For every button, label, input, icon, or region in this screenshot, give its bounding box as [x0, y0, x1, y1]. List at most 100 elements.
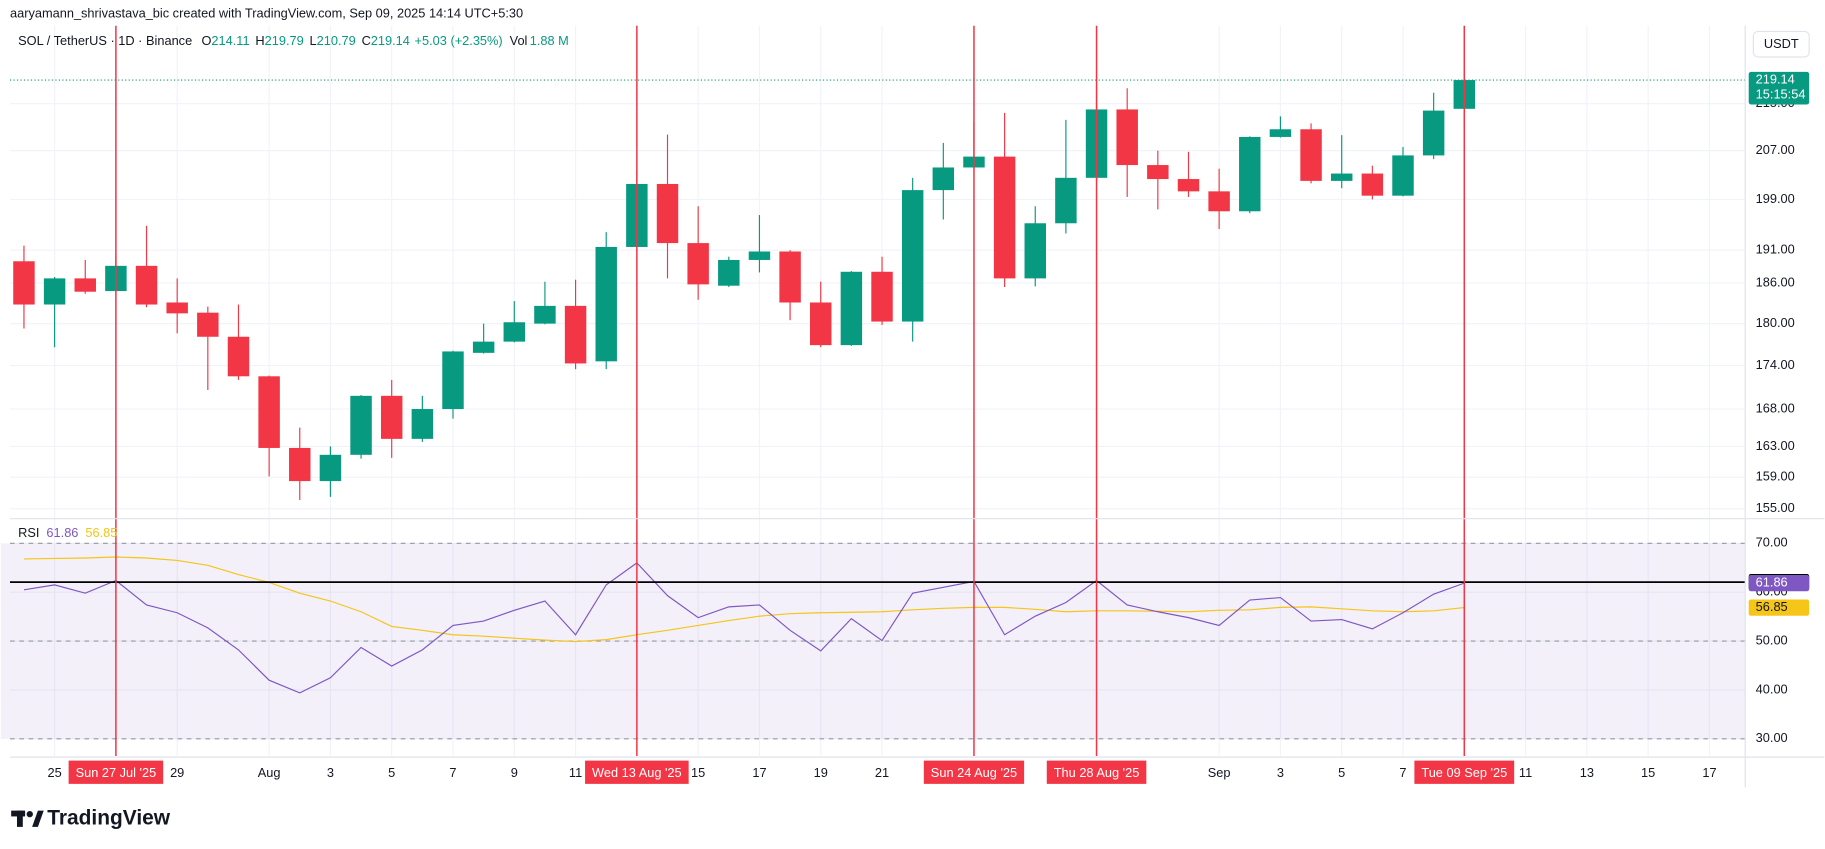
- x-tick-label: 11: [1519, 765, 1532, 780]
- legend-change: +5.03 (+2.35%): [415, 33, 503, 48]
- logo: TradingView: [11, 806, 171, 829]
- rsi-tick-label: 40.00: [1756, 681, 1788, 696]
- rsi-tick-label: 70.00: [1756, 535, 1788, 550]
- y-tick-label: 207.00: [1756, 142, 1795, 157]
- candle-body: [779, 251, 801, 303]
- rsi-ma-badge-box: [1748, 599, 1810, 616]
- candle-body: [442, 351, 464, 410]
- last-price-badge-text: 219.14: [1756, 71, 1795, 86]
- rsi-line: [23, 562, 1465, 694]
- marker-label-box: [923, 760, 1025, 784]
- rsi-badge-box: [1748, 574, 1810, 592]
- x-tick-label: Aug: [258, 765, 281, 780]
- legend-open: 214.11: [211, 33, 249, 48]
- y-tick-label: 159.00: [1756, 469, 1795, 484]
- candle-body: [1116, 109, 1138, 166]
- candle-body: [258, 376, 280, 448]
- candle-body: [350, 395, 372, 455]
- marker-label-text: Thu 28 Aug '25: [1054, 765, 1140, 780]
- legend: SOL / TetherUS · 1D · Binance O 214.11 H 219…: [18, 33, 569, 540]
- marker-label: Thu 28 Aug '25: [1046, 760, 1147, 784]
- marker-label: Wed 13 Aug '25: [585, 760, 689, 784]
- y-tick-label: 191.00: [1756, 242, 1795, 257]
- rsi-badge-text: 61.86: [1756, 574, 1788, 589]
- rsi-tick-label: 30.00: [1756, 730, 1788, 745]
- legend-l: L: [310, 33, 317, 48]
- last-price-badge-box: [1748, 71, 1810, 105]
- candle-body: [135, 265, 158, 305]
- candle-body: [1147, 165, 1169, 180]
- x-tick-label: 9: [511, 765, 518, 780]
- y-tick-label: 163.00: [1756, 438, 1795, 453]
- y-tick-label: 155.00: [1756, 500, 1795, 515]
- marker-label-text: Tue 09 Sep '25: [1421, 765, 1507, 780]
- candle-body: [1055, 177, 1077, 224]
- axes: 25 29 Aug 3 5 7 9 11 15 17 19 21 Sep 3 5 7 11 13 15 17 155.0…: [47, 71, 1810, 784]
- x-tick-label: 5: [1338, 765, 1345, 780]
- marker-label: Tue 09 Sep '25: [1414, 760, 1515, 784]
- candle-body: [74, 278, 96, 292]
- logo-stem: [16, 810, 23, 827]
- rsi-pane: [0, 542, 1746, 740]
- candle-body: [748, 251, 771, 260]
- x-tick-label: 21: [875, 765, 889, 780]
- currency-box[interactable]: [1752, 30, 1810, 58]
- candle-body: [595, 246, 617, 362]
- candle-body: [718, 259, 740, 286]
- marker-label-box: [585, 760, 689, 784]
- candle-body: [227, 336, 250, 377]
- x-tick-label: 7: [1399, 765, 1406, 780]
- candle-body: [564, 305, 587, 364]
- marker-label: Sun 24 Aug '25: [923, 760, 1025, 784]
- markers: [115, 25, 1466, 756]
- legend-o: O: [201, 33, 211, 48]
- y-tick-label: 174.00: [1756, 357, 1795, 372]
- logo-dot: [26, 810, 33, 818]
- x-tick-label: 5: [388, 765, 395, 780]
- marker-label-box: [68, 760, 164, 784]
- rsi-ma-badge: 56.85: [1748, 599, 1810, 616]
- legend-title: SOL / TetherUS · 1D · Binance: [18, 33, 192, 48]
- candle-body: [1422, 110, 1445, 156]
- y-tick-label: 186.00: [1756, 274, 1795, 289]
- legend-volume: 1.88 M: [530, 33, 569, 48]
- legend-low: 210.79: [317, 33, 356, 48]
- candle-body: [1269, 129, 1292, 137]
- candle-body: [1177, 179, 1200, 192]
- candle-body: [534, 305, 556, 324]
- candle-body: [901, 190, 924, 322]
- candle-body: [1392, 155, 1414, 196]
- rsi-value: 61.86: [46, 525, 78, 540]
- x-tick-label: 15: [1641, 765, 1655, 780]
- currency[interactable]: USDT: [1764, 36, 1799, 51]
- x-tick-label: 11: [569, 765, 582, 780]
- candle-body: [993, 156, 1016, 279]
- currency-button[interactable]: USDT: [1752, 30, 1810, 58]
- candle-body: [472, 341, 495, 353]
- candle-body: [411, 409, 434, 439]
- candle-body: [503, 322, 526, 342]
- rsi-ma-badge-text: 56.85: [1756, 599, 1788, 614]
- x-tick-label: Sep: [1208, 765, 1231, 780]
- rsi-title: RSI: [18, 525, 39, 540]
- candle-body: [840, 271, 863, 346]
- x-tick-label: 7: [449, 765, 456, 780]
- logo-wedge: [32, 810, 44, 827]
- rsi-ma-value: 56.85: [85, 525, 117, 540]
- x-tick-label: 3: [1277, 765, 1284, 780]
- x-tick-label: 29: [170, 765, 184, 780]
- candle-body: [810, 302, 832, 346]
- marker-label-text: Sun 24 Aug '25: [931, 765, 1017, 780]
- x-tick-label: 3: [327, 765, 334, 780]
- rsi-tick-label: 50.00: [1756, 632, 1788, 647]
- x-tick-label: 15: [691, 765, 705, 780]
- x-tick-label: 17: [752, 765, 766, 780]
- x-tick-label: 19: [814, 765, 828, 780]
- candle-body: [1239, 136, 1261, 212]
- candle-body: [197, 312, 219, 337]
- marker-label-text: Sun 27 Jul '25: [76, 765, 157, 780]
- candle-body: [166, 302, 188, 314]
- marker-label: Sun 27 Jul '25: [68, 760, 164, 784]
